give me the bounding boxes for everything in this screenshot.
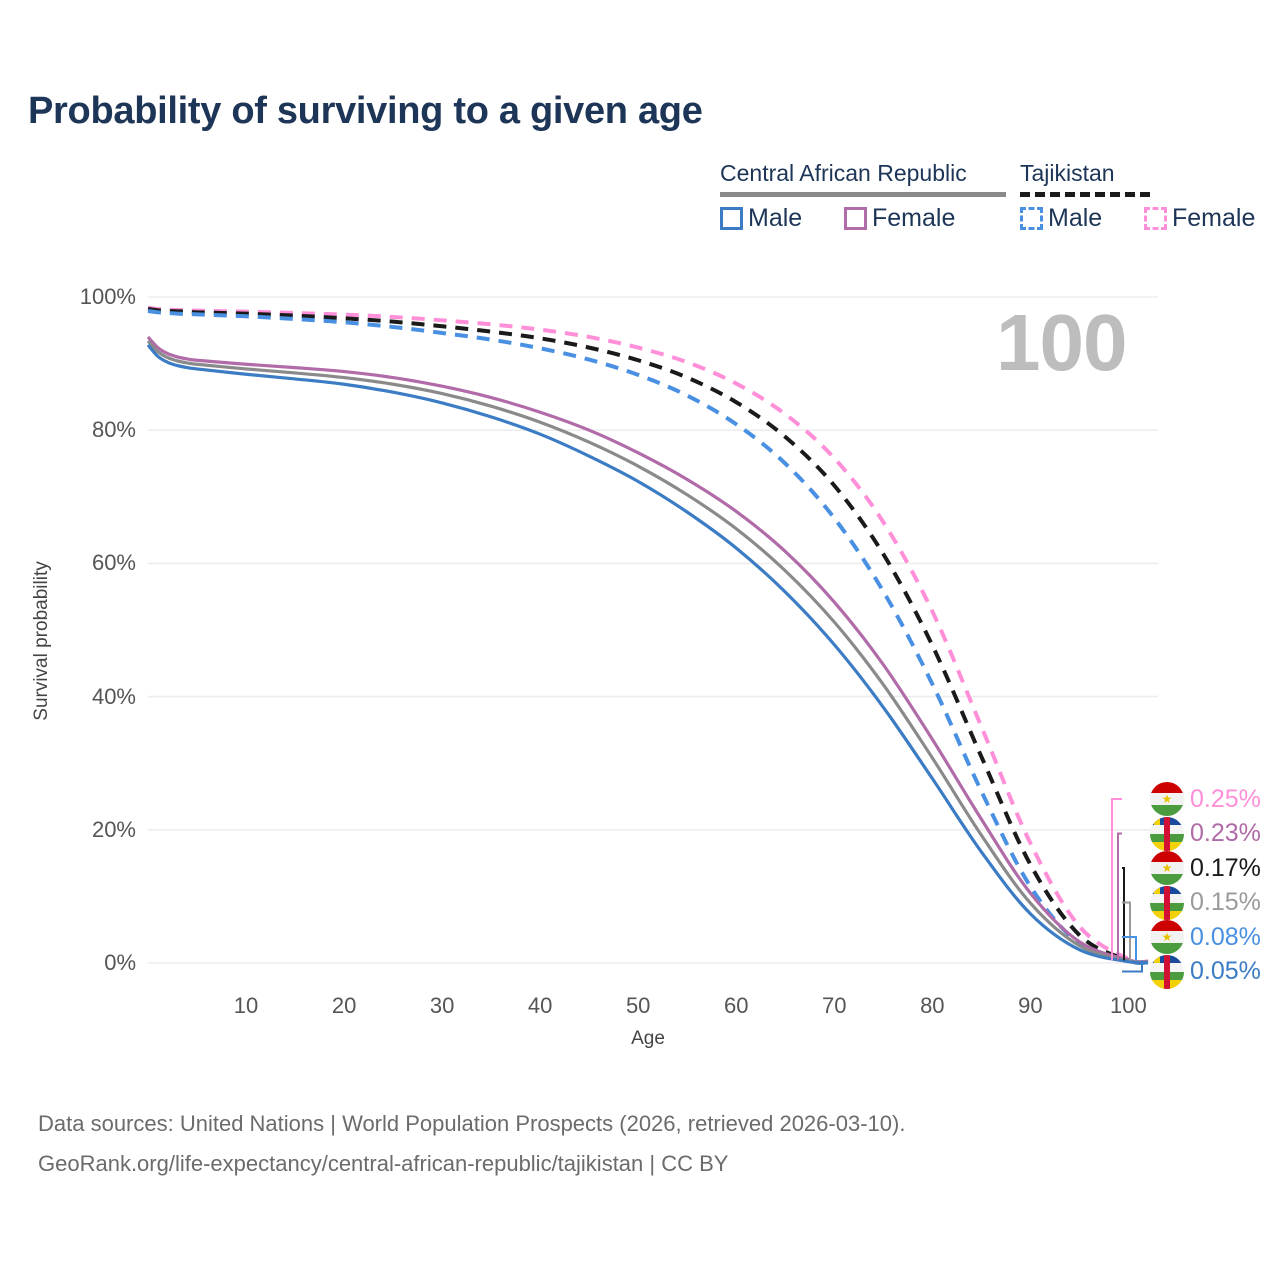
x-tick-label-80: 80 bbox=[920, 993, 945, 1018]
legend-group-title-central-african-republic: Central African Republic bbox=[720, 160, 967, 186]
legend-item-tjk-female[interactable]: Female bbox=[1144, 204, 1255, 233]
legend-rule-central-african-republic bbox=[720, 192, 1006, 197]
watermark-age: 100 bbox=[996, 298, 1127, 387]
legend-item-car-male[interactable]: Male bbox=[720, 204, 802, 233]
end-label-tjk_male: ★ 0.08% bbox=[1150, 920, 1261, 954]
page-title: Probability of surviving to a given age bbox=[28, 90, 703, 132]
legend-label-car-male: Male bbox=[748, 204, 803, 232]
x-tick-label-90: 90 bbox=[1018, 993, 1043, 1018]
x-tick-label-60: 60 bbox=[723, 993, 749, 1018]
flag-icon-tajikistan: ★ bbox=[1150, 851, 1184, 885]
y-tick-label-40: 40% bbox=[91, 683, 136, 709]
x-tick-label-10: 10 bbox=[233, 993, 259, 1018]
flag-icon-tajikistan: ★ bbox=[1150, 782, 1184, 816]
x-tick-label-30: 30 bbox=[429, 993, 455, 1018]
flag-icon-central-african-republic bbox=[1150, 816, 1184, 851]
legend-label-tjk-male: Male bbox=[1048, 204, 1103, 232]
footer-attribution: GeoRank.org/life-expectancy/central-afri… bbox=[38, 1151, 729, 1176]
end-label-value-tjk_total: 0.17% bbox=[1190, 853, 1261, 882]
end-label-value-car_male: 0.05% bbox=[1190, 957, 1261, 985]
end-label-car_total: 0.15% bbox=[1150, 885, 1261, 920]
end-label-car_male: 0.05% bbox=[1150, 954, 1261, 989]
end-label-value-tjk_male: 0.08% bbox=[1190, 922, 1261, 951]
x-tick-label-100: 100 bbox=[1110, 993, 1147, 1018]
flag-icon-tajikistan: ★ bbox=[1150, 920, 1184, 954]
y-axis-title: Survival probability bbox=[31, 561, 52, 721]
legend-swatch-tjk-female bbox=[1144, 207, 1167, 230]
legend-group-title-tajikistan: Tajikistan bbox=[1020, 160, 1115, 186]
x-tick-label-70: 70 bbox=[822, 993, 847, 1018]
series-line-tjk_female bbox=[147, 305, 1149, 965]
x-axis-title: Age bbox=[631, 1028, 665, 1049]
legend-swatch-car-male bbox=[720, 207, 743, 230]
end-label-tjk_total: ★ 0.17% bbox=[1150, 851, 1261, 885]
end-label-car_female: 0.23% bbox=[1150, 816, 1261, 851]
leader-line-car_male bbox=[1122, 960, 1143, 973]
series-line-car_total bbox=[146, 339, 1149, 964]
legend-item-car-female[interactable]: Female bbox=[844, 204, 955, 233]
leader-line-car_female bbox=[1117, 832, 1122, 961]
leader-line-tjk_female bbox=[1111, 798, 1122, 961]
flag-icon-central-african-republic bbox=[1150, 954, 1184, 989]
leader-line-car_total bbox=[1122, 901, 1131, 961]
series-line-tjk_total bbox=[147, 307, 1149, 965]
legend-item-tjk-male[interactable]: Male bbox=[1020, 204, 1102, 233]
x-tick-label-50: 50 bbox=[625, 993, 651, 1018]
end-label-tjk_female: ★ 0.25% bbox=[1150, 782, 1261, 816]
legend-label-car-female: Female bbox=[872, 204, 956, 232]
series-curves bbox=[146, 305, 1149, 966]
x-tick-label-40: 40 bbox=[527, 993, 553, 1018]
y-tick-label-0: 0% bbox=[104, 950, 136, 975]
y-tick-label-60: 60% bbox=[91, 550, 136, 576]
y-tick-label-20: 20% bbox=[91, 816, 136, 842]
series-line-car_female bbox=[146, 335, 1149, 964]
leader-line-tjk_total bbox=[1122, 867, 1125, 961]
end-label-value-tjk_female: 0.25% bbox=[1190, 784, 1261, 813]
flag-icon-central-african-republic bbox=[1150, 885, 1184, 920]
x-tick-label-20: 20 bbox=[331, 993, 357, 1018]
end-label-value-car_female: 0.23% bbox=[1190, 819, 1261, 847]
y-tick-label-100: 100% bbox=[79, 284, 136, 309]
footer: Data sources: United Nations | World Pop… bbox=[38, 1104, 1238, 1184]
leader-line-tjk_male bbox=[1122, 936, 1137, 961]
legend-label-tjk-female: Female bbox=[1172, 204, 1256, 232]
end-label-value-car_total: 0.15% bbox=[1190, 888, 1261, 916]
legend: Central African Republic Male Female Taj… bbox=[712, 160, 1255, 250]
legend-rule-tajikistan bbox=[1020, 192, 1150, 197]
legend-swatch-tjk-male bbox=[1020, 207, 1043, 230]
footer-data-sources: Data sources: United Nations | World Pop… bbox=[38, 1111, 906, 1136]
gridlines bbox=[148, 296, 1158, 964]
series-line-tjk_male bbox=[147, 309, 1149, 966]
legend-swatch-car-female bbox=[844, 207, 867, 230]
leader-lines bbox=[1111, 798, 1143, 973]
series-line-car_male bbox=[146, 343, 1149, 965]
y-tick-label-80: 80% bbox=[91, 417, 136, 443]
